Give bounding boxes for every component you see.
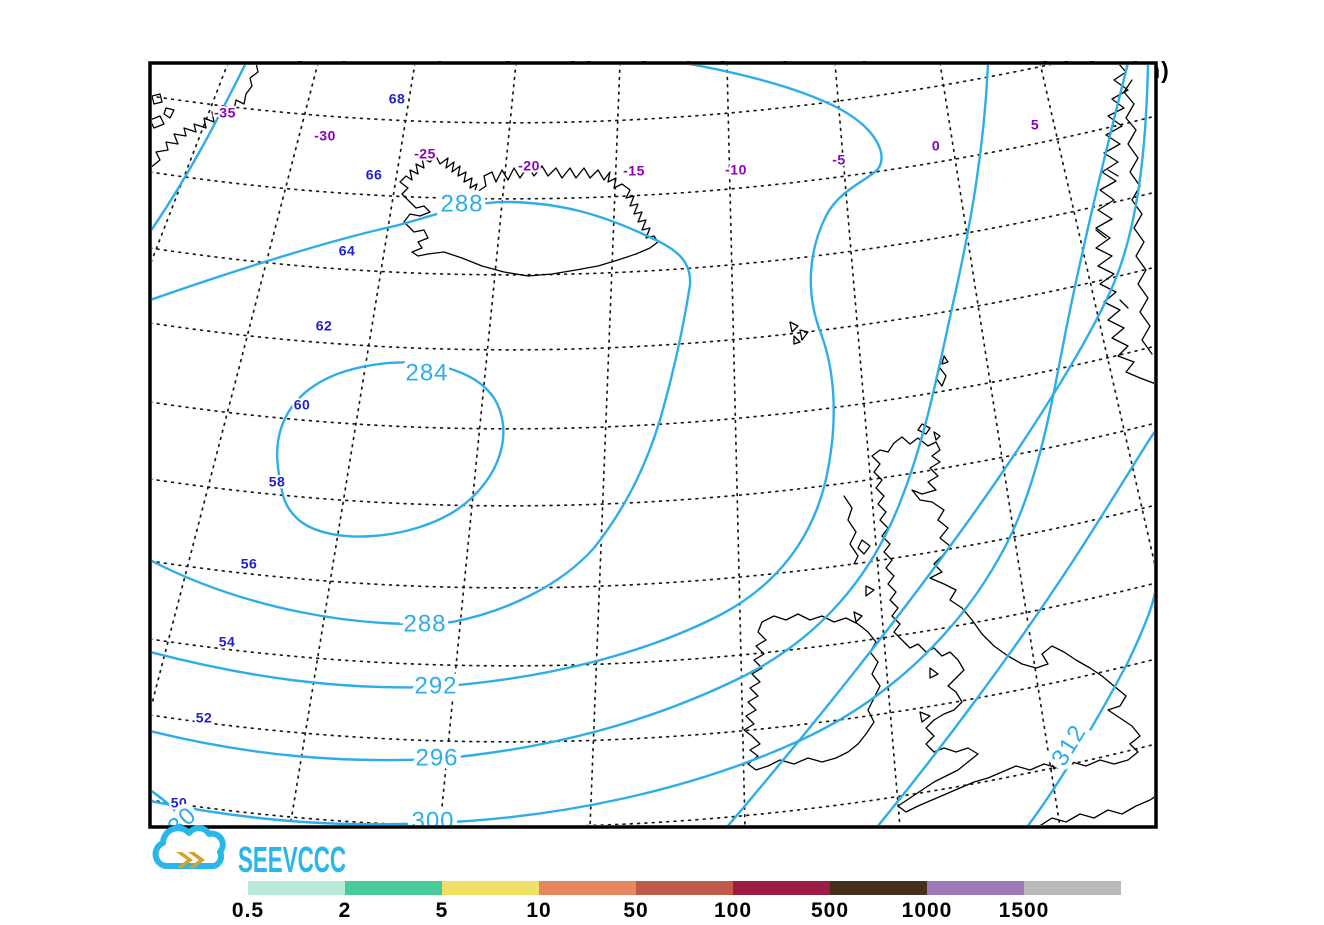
contour-296 (152, 65, 990, 762)
logo-wordmark: SEEVCCC (238, 839, 346, 880)
greenland-coast (152, 65, 259, 168)
lat-label: 68 (389, 91, 406, 107)
colorbar-ticks: 0.5 2 5 10 50 100 500 1000 1500 (0, 899, 1324, 925)
contour-284-loop (275, 361, 505, 538)
colorbar-segment (442, 881, 539, 895)
colorbar-tick: 10 (526, 899, 552, 922)
colorbar-segment (733, 881, 830, 895)
colorbar-segment (539, 881, 636, 895)
france-coast (1039, 796, 1154, 825)
geopotential-contours (152, 65, 1154, 825)
lat-label: 56 (241, 556, 258, 572)
contour-288-nw (152, 65, 247, 232)
colorbar-segment (345, 881, 442, 895)
colorbar-tick: 1500 (998, 899, 1050, 922)
lat-label: 60 (294, 397, 311, 413)
lon-label: -5 (832, 152, 845, 168)
ireland-coast (743, 613, 881, 771)
contour-label: 288 (440, 190, 483, 217)
lon-label: -10 (725, 162, 747, 178)
contour-304-sw (152, 789, 190, 825)
contour-label: 288 (403, 610, 446, 637)
cloud-icon (152, 825, 226, 869)
contour-292 (152, 65, 883, 689)
contour-312 (1026, 591, 1154, 825)
colorbar-tick: 50 (623, 899, 649, 922)
lon-label: 5 (1031, 117, 1039, 133)
lon-label: -25 (414, 146, 436, 162)
lon-label: 0 (932, 138, 940, 154)
colorbar-segment (636, 881, 733, 895)
seevccc-logo: SEEVCCC (152, 825, 346, 880)
lat-label: 50 (171, 795, 188, 811)
lon-label: -15 (623, 163, 645, 179)
britain-coast (871, 436, 1141, 813)
lon-label: -35 (214, 105, 236, 121)
lat-label: 52 (196, 710, 213, 726)
double-chevron-icon (176, 852, 205, 868)
lat-label: 62 (316, 318, 333, 334)
lat-label: 64 (339, 243, 356, 259)
colorbar-segment (1024, 881, 1121, 895)
contour-label: 292 (414, 672, 457, 699)
colorbar (248, 881, 1121, 895)
contour-308 (877, 430, 1154, 825)
contour-label: 284 (405, 359, 448, 386)
lat-label: 58 (269, 474, 286, 490)
contour-300 (152, 65, 1129, 825)
contour-288 (152, 200, 692, 625)
coastlines (152, 65, 1154, 825)
colorbar-tick: 0.5 (231, 899, 265, 922)
colorbar-segment (830, 881, 927, 895)
contour-label: 296 (415, 744, 458, 771)
colorbar-segment (248, 881, 345, 895)
lon-label: -20 (518, 158, 540, 174)
colorbar-tick: 100 (713, 899, 753, 922)
contour-304 (727, 65, 1150, 825)
colorbar-tick: 1000 (901, 899, 953, 922)
colorbar-segment (927, 881, 1024, 895)
map-background (150, 63, 1156, 827)
lat-label: 54 (219, 634, 236, 650)
iceland-coast (399, 155, 659, 277)
map-frame (148, 61, 1158, 829)
colorbar-tick: 2 (338, 899, 352, 922)
colorbar-tick: 5 (435, 899, 449, 922)
longitude-labels: -35 -30 -25 -20 -15 -10 -5 0 5 (212, 103, 1041, 181)
latitude-labels: 68 66 64 62 60 58 56 54 52 50 (169, 89, 407, 813)
lon-label: -30 (314, 128, 336, 144)
contour-label: 300 (411, 807, 454, 834)
lat-label: 66 (366, 167, 383, 183)
norway-coast (1095, 65, 1154, 384)
graticule (152, 65, 1154, 825)
colorbar-tick: 500 (810, 899, 850, 922)
